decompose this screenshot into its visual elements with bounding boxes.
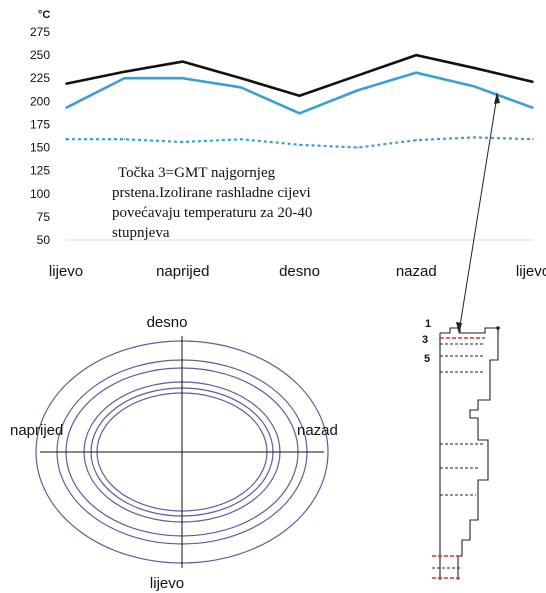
series-1-point [123, 70, 126, 73]
series-line-3 [66, 136, 534, 149]
series-3-point [532, 138, 534, 141]
callout-arrowhead-top [494, 92, 500, 104]
series-1-point [240, 77, 242, 80]
x-category-label: naprijed [156, 263, 209, 280]
series-1-point [65, 82, 67, 85]
series-2-point [298, 112, 301, 115]
series-group [65, 53, 534, 149]
callout-arrow [456, 92, 500, 334]
series-1-point [532, 81, 534, 83]
section-corner-dot [496, 326, 500, 330]
series-2-point [415, 71, 418, 74]
annotation-line-2: prstena.Izolirane rashladne cijevi [112, 185, 311, 201]
series-2-point [532, 107, 534, 109]
section-mark-1: 1 [425, 318, 431, 330]
y-tick-label: 275 [30, 25, 50, 39]
series-line-2 [65, 71, 534, 115]
series-1-point [357, 74, 359, 77]
section-mark-3: 3 [422, 334, 428, 346]
y-tick-label: 200 [30, 94, 50, 108]
series-3-point [298, 143, 301, 146]
series-1-point [181, 60, 184, 63]
series-3-point [415, 139, 418, 141]
section-profile [440, 327, 499, 580]
annotation-line-1: Točka 3=GMT najgornjeg [118, 165, 276, 181]
x-category-label: lijevo [49, 263, 83, 280]
temperature-chart: °C 50 75 100 125 150 175 200 225 250 275 lijevo na… [30, 9, 546, 280]
series-1-point [298, 94, 301, 97]
ring-label-top: desno [147, 314, 188, 331]
series-1-point [473, 67, 476, 69]
ring-label-right: nazad [297, 422, 338, 439]
series-3-point [65, 138, 67, 141]
y-tick-label: 50 [37, 233, 51, 247]
x-axis-categories: lijevo naprijed desno nazad lijevo [49, 263, 546, 280]
callout-arrowhead-bottom [456, 322, 462, 334]
series-2-point [65, 107, 67, 109]
annotation-line-4: stupnjeva [112, 225, 170, 241]
chart-annotation: Točka 3=GMT najgornjeg prstena.Izolirane… [112, 163, 412, 243]
ring-diagram: desno lijevo naprijed nazad [10, 314, 338, 592]
y-tick-label: 250 [30, 48, 50, 62]
y-tick-label: 150 [30, 141, 50, 155]
ring-label-bottom: lijevo [150, 575, 184, 592]
series-3-point [357, 146, 359, 149]
ring-label-left: naprijed [10, 422, 63, 439]
y-tick-label: 75 [37, 210, 51, 224]
series-1-point [415, 54, 418, 56]
series-3-point [181, 141, 184, 143]
y-tick-label: 175 [30, 117, 50, 131]
y-tick-label: 125 [30, 164, 50, 178]
annotation-line-3: povećavaju temperaturu za 20-40 [112, 205, 313, 221]
series-2-point [123, 77, 126, 80]
piston-section-drawing: 1 3 5 [422, 318, 500, 580]
series-3-point [123, 138, 126, 141]
series-3-point [473, 136, 476, 139]
series-2-point [357, 89, 359, 92]
y-tick-label: 100 [30, 187, 50, 201]
series-2-point [240, 86, 242, 89]
x-category-label: desno [279, 263, 320, 280]
x-category-label: lijevo [516, 263, 546, 280]
callout-line [458, 95, 498, 333]
section-mark-5: 5 [424, 353, 430, 365]
x-category-label: nazad [396, 263, 437, 280]
series-2-point [473, 85, 476, 88]
y-unit-label: °C [38, 9, 50, 21]
y-axis: 50 75 100 125 150 175 200 225 250 275 [30, 25, 50, 247]
y-tick-label: 225 [30, 71, 50, 85]
series-3-point [240, 138, 242, 141]
series-2-point [181, 77, 184, 80]
series-line-1 [65, 53, 534, 98]
